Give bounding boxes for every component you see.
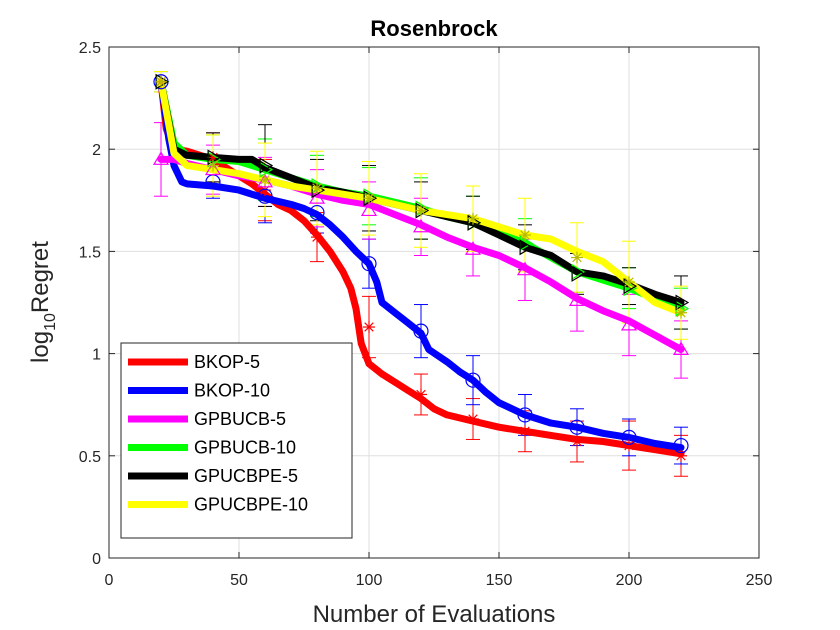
data-point (259, 173, 271, 186)
legend-label: BKOP-10 (194, 381, 270, 401)
legend-label: BKOP-5 (194, 352, 260, 372)
data-point (259, 157, 274, 174)
data-point (621, 429, 637, 446)
data-point (675, 294, 690, 311)
y-axis-label: log10Regret (27, 241, 59, 363)
x-tick-label: 0 (105, 572, 114, 589)
legend-label: GPBUCB-10 (194, 438, 296, 458)
x-tick-label: 50 (230, 572, 248, 589)
legend-entry: GPBUCB-5 (128, 409, 286, 429)
data-point (363, 192, 375, 205)
chart-title: Rosenbrock (370, 16, 498, 41)
data-point (467, 212, 479, 225)
data-point (623, 439, 635, 452)
data-point (675, 306, 687, 319)
y-tick-label: 1 (92, 347, 101, 364)
data-point (569, 419, 585, 435)
series-line-bkop-10 (157, 78, 685, 452)
data-point (309, 204, 325, 221)
x-axis-label: Number of Evaluations (313, 601, 556, 628)
y-axis-label-rest: Regret (27, 241, 54, 313)
markers-gpucbpe-5 (155, 73, 690, 311)
y-tick-label: 0.5 (79, 449, 101, 466)
svg-text:log10Regret: log10Regret (27, 241, 59, 363)
y-tick-label: 0 (92, 551, 101, 568)
data-point (623, 276, 635, 289)
data-point (412, 218, 430, 233)
legend-label: GPUCBPE-10 (194, 495, 308, 515)
data-point (519, 229, 531, 242)
y-tick-label: 2.5 (79, 40, 101, 57)
data-point (571, 435, 583, 448)
x-tick-label: 150 (486, 572, 513, 589)
legend-entry: GPBUCB-10 (128, 438, 296, 458)
x-tick-label: 200 (616, 572, 643, 589)
y-axis-label-main: log (27, 331, 54, 363)
legend-entry: GPUCBPE-10 (128, 495, 308, 515)
series-markers (152, 73, 690, 462)
data-point (413, 323, 429, 339)
data-point (308, 190, 326, 204)
data-point (360, 202, 378, 217)
data-point (361, 256, 377, 272)
y-axis-label-sub: 10 (42, 313, 59, 331)
data-point (363, 321, 375, 334)
legend: BKOP-5 BKOP-10 GPBUCB-5 GPBUCB-10 GPUCBPE-5 G… (120, 342, 353, 539)
legend-entry: GPUCBPE-5 (128, 466, 298, 486)
data-point (519, 425, 531, 438)
data-point (311, 182, 323, 195)
markers-gpucbpe-10 (155, 75, 687, 319)
legend-entry: BKOP-10 (128, 381, 270, 401)
data-point (415, 204, 427, 217)
ticks (108, 46, 760, 559)
data-point (311, 231, 323, 244)
data-point (207, 159, 219, 172)
series-line-gpucbpe-10 (157, 78, 685, 317)
data-point (675, 449, 687, 462)
data-point (673, 437, 689, 454)
data-point (467, 413, 479, 426)
data-point (571, 251, 583, 264)
axes-box (108, 46, 760, 559)
x-tick-labels: 0 50 100 150 200 250 (105, 572, 773, 589)
y-tick-label: 2 (92, 142, 101, 159)
data-point (672, 341, 690, 356)
y-tick-labels: 0 0.5 1 1.5 2 2.5 (79, 40, 101, 568)
data-point (257, 188, 273, 204)
legend-label: GPUCBPE-5 (194, 466, 298, 486)
data-point (571, 265, 586, 282)
data-point (256, 173, 274, 188)
data-point (464, 241, 482, 255)
data-point (519, 239, 534, 256)
data-point (465, 372, 481, 388)
x-tick-label: 100 (356, 572, 383, 589)
data-point (517, 407, 533, 423)
data-point (620, 316, 638, 331)
y-tick-label: 1.5 (79, 244, 101, 261)
data-point (415, 388, 427, 401)
x-tick-label: 250 (746, 572, 773, 589)
data-point (516, 261, 534, 276)
series-lines (157, 78, 685, 458)
data-point (152, 151, 170, 165)
markers-bkop-10 (153, 74, 689, 454)
data-point (207, 149, 222, 166)
data-point (155, 75, 167, 88)
legend-label: GPBUCB-5 (194, 409, 286, 429)
data-point (568, 292, 586, 306)
legend-entry: BKOP-5 (128, 352, 260, 372)
